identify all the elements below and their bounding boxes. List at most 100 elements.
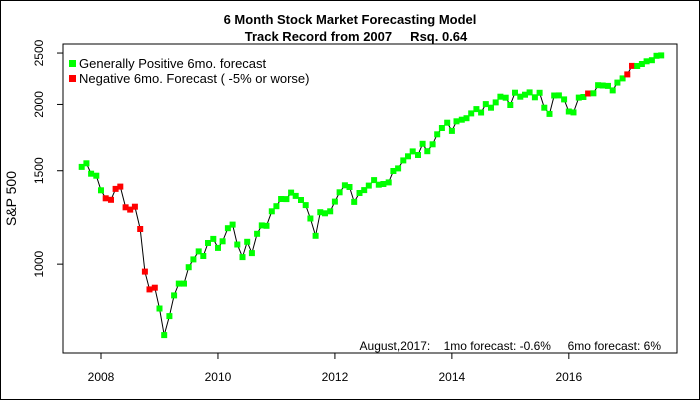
plot-area [62, 43, 678, 354]
positive-forecast-point [248, 250, 255, 257]
legend-swatch-negative [69, 75, 76, 82]
negative-forecast-point [629, 62, 635, 69]
positive-forecast-point [341, 182, 348, 189]
positive-forecast-point [458, 116, 465, 123]
positive-forecast-point [638, 61, 645, 67]
positive-forecast-point [239, 254, 246, 261]
positive-forecast-point [555, 92, 562, 99]
positive-forecast-point [405, 153, 411, 160]
positive-forecast-point [429, 141, 436, 148]
positive-forecast-point [254, 230, 261, 237]
latest-forecast-annotation: August,2017: 1mo forecast: -0.6% 6mo for… [360, 339, 662, 353]
positive-forecast-point [175, 280, 182, 287]
positive-forecast-point [619, 75, 626, 82]
positive-forecast-point [599, 82, 606, 89]
positive-forecast-point [517, 93, 524, 100]
sp500-line [81, 54, 662, 336]
positive-forecast-point [200, 253, 207, 259]
positive-forecast-point [653, 52, 660, 59]
positive-forecast-point [551, 92, 558, 99]
positive-forecast-point [205, 240, 211, 246]
y-tick-label: 2000 [32, 91, 46, 118]
positive-forecast-point [409, 148, 416, 155]
negative-forecast-point [117, 183, 124, 190]
positive-forecast-point [365, 182, 372, 189]
positive-forecast-point [497, 93, 504, 100]
positive-forecast-point [273, 203, 280, 210]
positive-forecast-point [385, 179, 392, 186]
legend-swatch-positive [69, 60, 76, 67]
positive-forecast-point [400, 157, 407, 164]
positive-forecast-point [463, 115, 470, 122]
positive-forecast-point [590, 90, 597, 97]
positive-forecast-point [658, 52, 665, 59]
negative-forecast-point [131, 203, 138, 210]
positive-forecast-point [448, 127, 455, 134]
positive-forecast-point [78, 163, 85, 170]
positive-forecast-point [473, 106, 480, 113]
positive-forecast-point [234, 241, 241, 248]
legend: Generally Positive 6mo. forecast Negativ… [69, 56, 309, 86]
positive-forecast-point [468, 110, 475, 117]
negative-forecast-point [122, 204, 129, 211]
positive-forecast-point [565, 108, 572, 115]
positive-forecast-point [312, 232, 319, 239]
positive-forecast-point [327, 208, 334, 215]
positive-forecast-point [156, 305, 163, 312]
negative-forecast-point [137, 226, 144, 232]
positive-forecast-point [570, 109, 577, 116]
positive-forecast-point [298, 197, 304, 203]
positive-forecast-point [643, 58, 650, 65]
positive-forecast-point [390, 168, 397, 174]
positive-forecast-point [93, 172, 100, 179]
positive-forecast-point [336, 189, 343, 196]
positive-forecast-point [541, 104, 548, 111]
positive-forecast-point [317, 209, 324, 216]
y-axis-label: S&P 500 [3, 171, 19, 226]
negative-forecast-point [151, 284, 158, 291]
positive-forecast-point [526, 89, 533, 96]
positive-forecast-point [595, 82, 602, 89]
positive-forecast-point [546, 110, 553, 117]
x-tick-label: 2016 [555, 370, 582, 384]
positive-forecast-point [605, 82, 611, 89]
positive-forecast-point [492, 99, 499, 106]
positive-forecast-point [648, 57, 655, 64]
positive-forecast-point [288, 189, 295, 196]
positive-forecast-point [488, 104, 494, 111]
y-axis: 1000 1500 2000 2500 [32, 39, 63, 277]
y-tick-label: 1500 [32, 157, 46, 184]
positive-forecast-point [219, 238, 226, 245]
negative-forecast-point [102, 195, 109, 202]
negative-forecast-point [141, 268, 148, 275]
negative-forecast-point [112, 185, 119, 192]
forecast-markers [78, 52, 665, 339]
x-tick-label: 2012 [322, 370, 349, 384]
positive-forecast-point [302, 202, 309, 209]
positive-forecast-point [438, 125, 445, 131]
positive-forecast-point [215, 244, 221, 251]
positive-forecast-point [536, 89, 543, 96]
negative-forecast-point [624, 71, 631, 78]
positive-forecast-point [482, 101, 489, 108]
negative-forecast-point [585, 90, 592, 97]
x-axis: 2008 2010 2012 2014 2016 [88, 353, 582, 384]
positive-forecast-point [210, 235, 217, 242]
x-tick-label: 2008 [88, 370, 115, 384]
legend-label-positive: Generally Positive 6mo. forecast [79, 56, 267, 71]
positive-forecast-point [356, 190, 363, 196]
positive-forecast-point [185, 264, 192, 271]
positive-forecast-point [614, 79, 621, 86]
positive-forecast-point [258, 222, 265, 229]
positive-forecast-point [224, 225, 231, 232]
positive-forecast-point [83, 160, 90, 167]
positive-forecast-point [98, 187, 104, 194]
positive-forecast-point [512, 89, 518, 96]
positive-forecast-point [609, 87, 616, 94]
positive-forecast-point [161, 332, 168, 339]
positive-forecast-point [361, 187, 368, 194]
positive-forecast-point [292, 192, 299, 199]
positive-forecast-point [346, 184, 353, 190]
